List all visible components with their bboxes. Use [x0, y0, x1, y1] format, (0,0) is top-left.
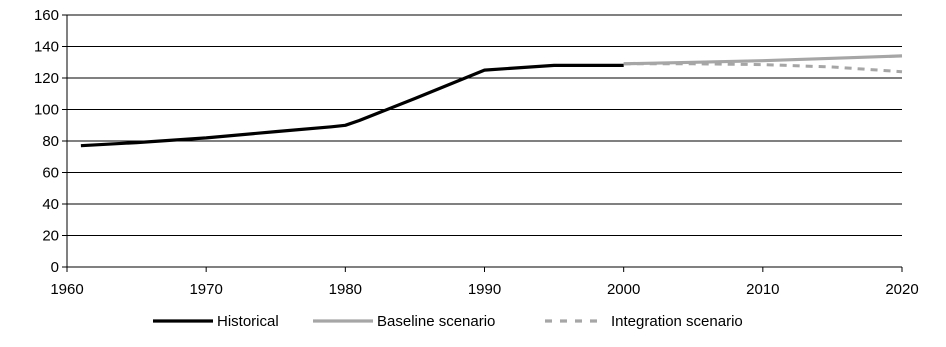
y-tick-label: 160: [34, 7, 59, 24]
series-line-historical: [80, 63, 624, 148]
series-line-integration-scenario: [623, 62, 903, 74]
y-tick-label: 40: [42, 196, 59, 213]
x-tick-label: 1960: [50, 281, 83, 298]
x-tick-label: 2000: [607, 281, 640, 298]
y-tick-label: 0: [51, 259, 59, 276]
x-tick-label: 1980: [329, 281, 362, 298]
y-tick-label: 60: [42, 165, 59, 182]
legend-label: Historical: [217, 313, 279, 330]
x-tick-label: 2020: [885, 281, 918, 298]
legend-label: Baseline scenario: [377, 313, 495, 330]
x-tick-label: 1990: [468, 281, 501, 298]
y-tick-label: 140: [34, 39, 59, 56]
y-tick-label: 120: [34, 70, 59, 87]
series-line-baseline-scenario: [623, 54, 903, 66]
y-tick-label: 20: [42, 228, 59, 245]
x-tick-label: 2010: [746, 281, 779, 298]
x-tick-label: 1970: [189, 281, 222, 298]
y-tick-label: 80: [42, 133, 59, 150]
legend-label: Integration scenario: [611, 313, 743, 330]
y-tick-label: 100: [34, 102, 59, 119]
